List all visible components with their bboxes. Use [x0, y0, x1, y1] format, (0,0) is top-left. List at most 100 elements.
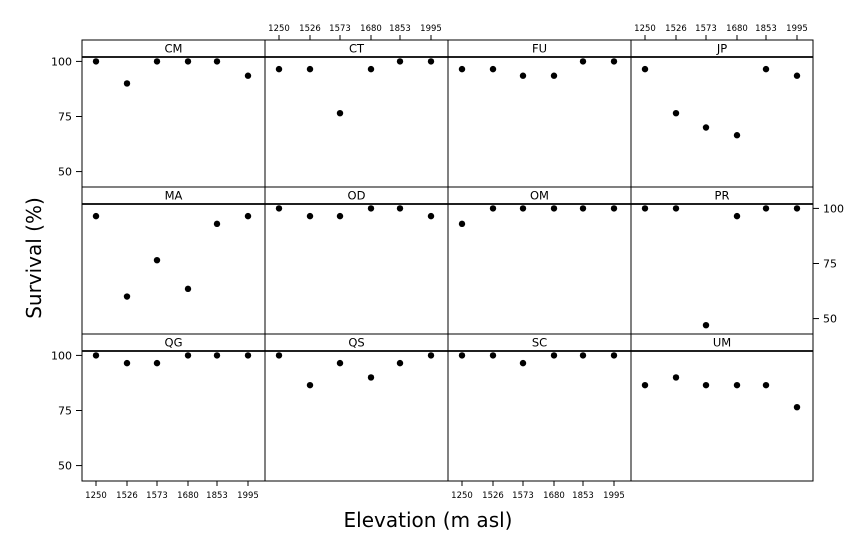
data-point-jp-1680 [733, 132, 741, 139]
data-point-qs-1250 [275, 352, 283, 359]
data-point-qs-1573 [336, 359, 344, 367]
x-tick-label-col3-1573: 1573 [512, 491, 534, 501]
data-point-qg-1573 [153, 359, 161, 367]
panel-title-fu: FU [532, 42, 547, 56]
data-point-jp-1853 [762, 65, 770, 73]
panel-title-qg: QG [165, 336, 183, 350]
x-tick-label-col4-1995: 1995 [786, 24, 808, 34]
data-point-pr-1853 [762, 205, 770, 212]
data-point-ct-1995 [427, 58, 435, 65]
x-tick-label-col2-1573: 1573 [329, 24, 351, 34]
data-point-sc-1526 [489, 352, 497, 359]
panel-frame-om [447, 203, 632, 335]
data-point-ma-1573 [153, 256, 161, 264]
data-point-qs-1526 [306, 381, 314, 389]
panel-frame-ma [81, 203, 266, 335]
x-tick-label-col1-1995: 1995 [237, 491, 259, 501]
data-point-qg-1853 [213, 352, 221, 359]
panel-frame-ct [264, 56, 449, 188]
data-point-sc-1573 [519, 359, 527, 367]
data-point-jp-1995 [793, 72, 801, 79]
x-tick-label-col3-1853: 1853 [572, 491, 594, 501]
panel-frame-jp [630, 56, 814, 188]
y-tick-label-row1-75: 75 [58, 110, 72, 123]
data-point-sc-1853 [579, 352, 587, 359]
data-point-od-1680 [367, 205, 375, 212]
panel-title-om: OM [530, 189, 549, 203]
x-tick-label-col4-1250: 1250 [634, 24, 656, 34]
panel-frame-fu [447, 56, 632, 188]
data-point-um-1573 [702, 381, 710, 389]
data-point-pr-1995 [793, 205, 801, 212]
data-point-cm-1573 [153, 58, 161, 65]
data-point-ma-1680 [184, 285, 192, 293]
data-point-qs-1995 [427, 352, 435, 359]
data-point-om-1995 [610, 205, 618, 212]
y-tick-label-row3-50: 50 [58, 460, 72, 473]
data-point-pr-1526 [672, 205, 680, 212]
panel-frame-qg [81, 350, 266, 482]
panel-title-ct: CT [349, 42, 365, 56]
panel-title-od: OD [348, 189, 366, 203]
data-point-od-1573 [336, 212, 344, 220]
data-point-fu-1853 [579, 58, 587, 65]
x-tick-label-col1-1526: 1526 [116, 491, 138, 501]
data-point-sc-1995 [610, 352, 618, 359]
data-point-pr-1573 [702, 321, 710, 329]
data-point-um-1853 [762, 381, 770, 389]
data-point-jp-1573 [702, 124, 710, 131]
data-point-cm-1250 [92, 58, 100, 65]
y-tick-label-row2-100: 100 [823, 202, 844, 215]
y-tick-label-row1-50: 50 [58, 166, 72, 179]
data-point-om-1526 [489, 205, 497, 212]
data-point-od-1526 [306, 212, 314, 220]
y-tick-label-row3-75: 75 [58, 404, 72, 417]
panel-frame-od [264, 203, 449, 335]
data-point-ct-1526 [306, 65, 314, 73]
data-point-qs-1853 [396, 359, 404, 367]
panel-title-jp: JP [716, 42, 727, 56]
data-point-qg-1680 [184, 352, 192, 359]
panel-title-pr: PR [715, 189, 730, 203]
x-tick-label-col3-1526: 1526 [482, 491, 504, 501]
panel-frame-qs [264, 350, 449, 482]
panel-title-qs: QS [348, 336, 364, 350]
panel-frame-pr [630, 203, 814, 335]
panel-title-cm: CM [165, 42, 183, 56]
data-point-cm-1995 [244, 72, 252, 79]
data-point-ma-1250 [92, 212, 100, 220]
x-tick-label-col1-1573: 1573 [146, 491, 168, 501]
data-point-ct-1573 [336, 109, 344, 117]
panel-frame-sc [447, 350, 632, 482]
x-tick-label-col4-1853: 1853 [755, 24, 777, 34]
x-tick-label-col2-1995: 1995 [420, 24, 442, 34]
data-point-qs-1680 [367, 374, 375, 381]
data-point-ma-1995 [244, 212, 252, 220]
x-tick-label-col3-1680: 1680 [543, 491, 565, 501]
x-axis-title: Elevation (m asl) [343, 508, 513, 532]
data-point-om-1680 [550, 205, 558, 212]
y-tick-label-row3-100: 100 [51, 349, 72, 362]
x-tick-label-col2-1250: 1250 [268, 24, 290, 34]
y-axis-title: Survival (%) [22, 197, 46, 319]
x-tick-label-col4-1573: 1573 [695, 24, 717, 34]
x-tick-label-col3-1995: 1995 [603, 491, 625, 501]
data-point-ma-1853 [213, 220, 221, 228]
data-point-om-1250 [458, 220, 466, 228]
x-tick-label-col4-1680: 1680 [726, 24, 748, 34]
data-point-um-1680 [733, 381, 741, 389]
data-point-qg-1995 [244, 352, 252, 359]
data-point-od-1250 [275, 205, 283, 212]
data-point-cm-1526 [123, 80, 131, 87]
data-point-fu-1573 [519, 72, 527, 79]
x-tick-label-col2-1526: 1526 [299, 24, 321, 34]
x-tick-label-col1-1680: 1680 [177, 491, 199, 501]
data-point-ct-1250 [275, 65, 283, 73]
x-tick-label-col2-1853: 1853 [389, 24, 411, 34]
data-point-cm-1853 [213, 58, 221, 65]
y-tick-label-row1-100: 100 [51, 55, 72, 68]
panel-title-sc: SC [532, 336, 547, 350]
x-tick-label-col2-1680: 1680 [360, 24, 382, 34]
x-tick-label-col1-1853: 1853 [206, 491, 228, 501]
